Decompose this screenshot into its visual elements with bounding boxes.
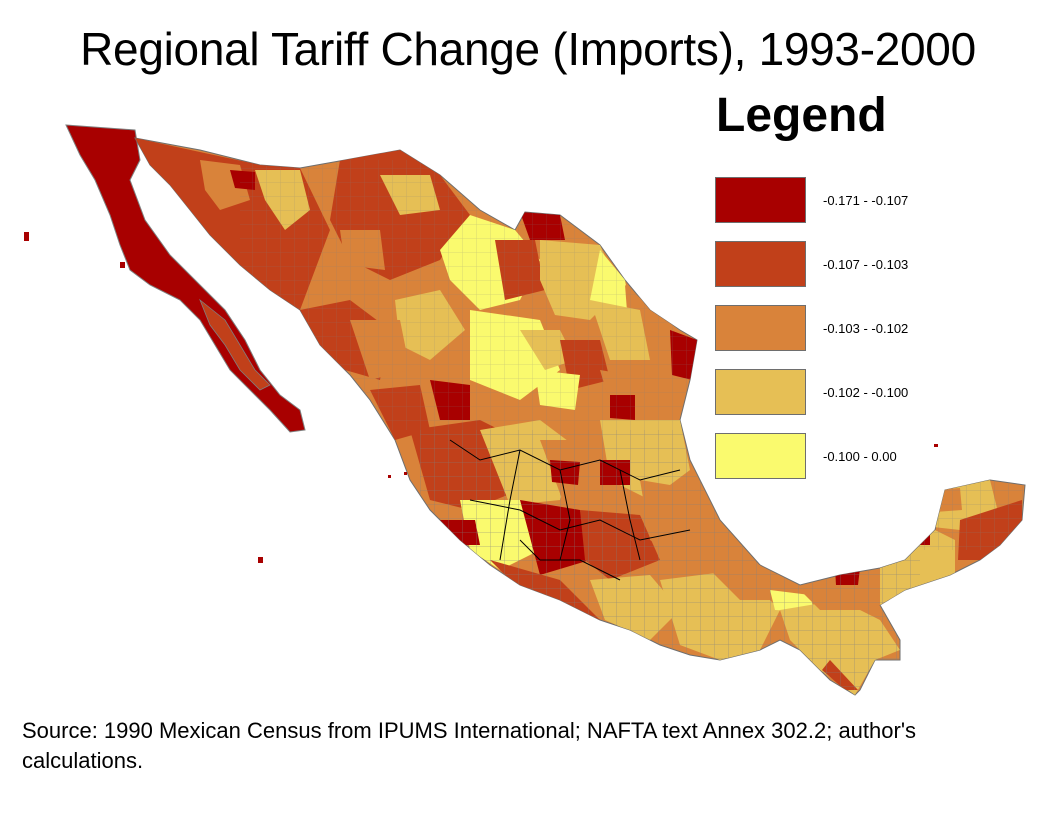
legend-swatch bbox=[715, 177, 806, 223]
legend-item: -0.107 - -0.103 bbox=[715, 241, 1035, 287]
baja-california-peninsula bbox=[65, 124, 306, 433]
legend-item: -0.171 - -0.107 bbox=[715, 177, 1035, 223]
legend-label: -0.107 - -0.103 bbox=[823, 257, 909, 272]
legend-swatch bbox=[715, 369, 806, 415]
legend-item: -0.103 - -0.102 bbox=[715, 305, 1035, 351]
legend-label: -0.171 - -0.107 bbox=[823, 193, 909, 208]
legend-label: -0.100 - 0.00 bbox=[823, 449, 897, 464]
mainland-mexico bbox=[134, 137, 1026, 696]
source-note: Source: 1990 Mexican Census from IPUMS I… bbox=[22, 718, 917, 773]
map-title: Regional Tariff Change (Imports), 1993-2… bbox=[80, 23, 976, 75]
legend-item: -0.102 - -0.100 bbox=[715, 369, 1035, 415]
legend-swatch bbox=[715, 433, 806, 479]
legend-label: -0.102 - -0.100 bbox=[823, 385, 909, 400]
legend-swatch bbox=[715, 241, 806, 287]
legend-item: -0.100 - 0.00 bbox=[715, 433, 1035, 479]
islands bbox=[24, 232, 938, 563]
legend-label: -0.103 - -0.102 bbox=[823, 321, 909, 336]
legend-swatch bbox=[715, 305, 806, 351]
legend-title: Legend bbox=[716, 89, 887, 142]
